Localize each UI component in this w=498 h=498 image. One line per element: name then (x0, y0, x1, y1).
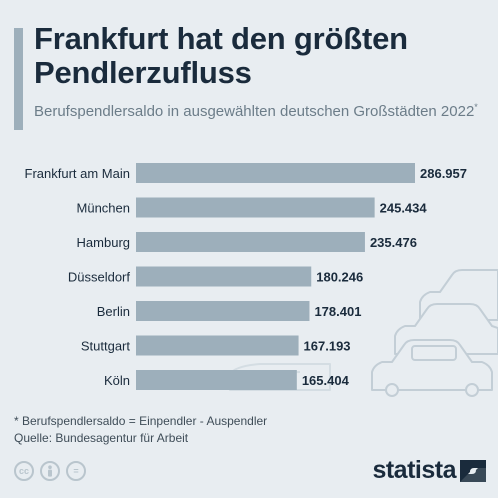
category-label: Hamburg (77, 235, 130, 250)
attribution-icon[interactable] (40, 461, 60, 481)
category-label: München (77, 201, 130, 216)
category-label: Köln (104, 373, 130, 388)
bar-chart: Frankfurt am Main 286.957 München 245.434 Ha… (25, 163, 498, 397)
value-label: 165.404 (302, 373, 350, 388)
category-label: Berlin (97, 304, 130, 319)
brand-name: statista (372, 456, 456, 484)
value-label: 180.246 (316, 270, 363, 285)
value-label: 178.401 (314, 304, 361, 319)
statista-logo[interactable]: statista (372, 456, 486, 485)
bar[interactable] (136, 197, 375, 218)
footnote-definition: * Berufspendlersaldo = Einpendler - Ausp… (14, 414, 268, 428)
bar[interactable] (136, 266, 312, 287)
chart-footnote: * Berufspendlersaldo = Einpendler - Ausp… (14, 413, 267, 447)
category-label: Stuttgart (81, 339, 131, 354)
value-label: 286.957 (420, 166, 467, 181)
category-label: Frankfurt am Main (25, 166, 130, 181)
bar[interactable] (136, 370, 297, 390)
chart-subtitle: Berufspendlersaldo in ausgewählten deuts… (34, 98, 484, 121)
value-label: 235.476 (370, 235, 417, 250)
no-derivatives-icon[interactable]: = (66, 461, 86, 481)
bar[interactable] (136, 301, 310, 321)
license-icons: cc = (14, 461, 86, 481)
value-label: 245.434 (380, 201, 428, 216)
statista-logo-icon (460, 459, 486, 482)
footnote-source: Quelle: Bundesagentur für Arbeit (14, 431, 189, 445)
bar[interactable] (136, 335, 299, 356)
title-accent-bar (14, 28, 23, 130)
value-label: 167.193 (304, 339, 351, 354)
category-label: Düsseldorf (68, 270, 131, 285)
bar[interactable] (136, 232, 365, 252)
bar[interactable] (136, 163, 415, 183)
subtitle-text: Berufspendlersaldo in ausgewählten deuts… (34, 103, 475, 120)
creative-commons-icon[interactable]: cc (14, 461, 34, 481)
chart-title: Frankfurt hat den größten Pendlerzufluss (34, 21, 408, 90)
subtitle-footnote-marker: * (474, 102, 478, 112)
